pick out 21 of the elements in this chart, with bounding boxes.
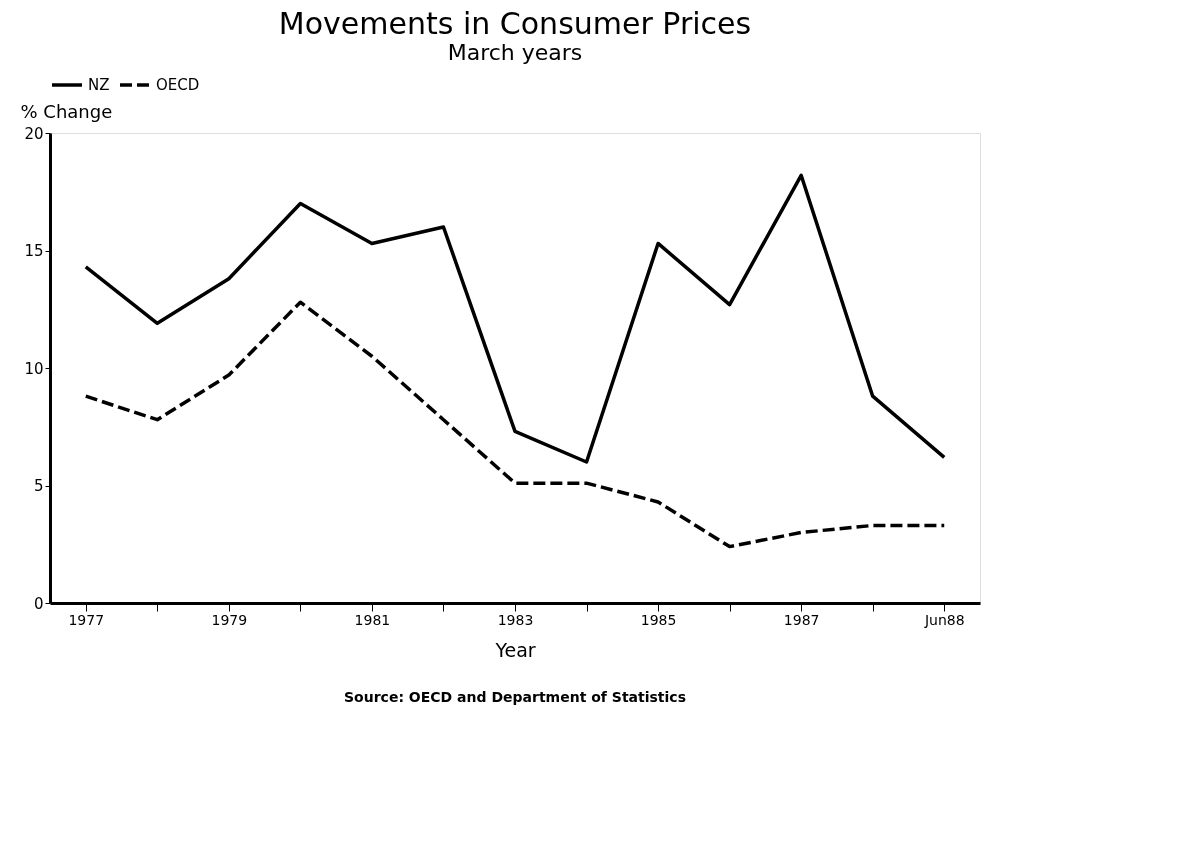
x-axis-title: Year [494, 638, 536, 661]
y-tick-label: 5 [33, 477, 44, 495]
chart-title: Movements in Consumer Prices [278, 6, 752, 41]
y-tick-label: 15 [24, 242, 44, 260]
x-tick-label: 1987 [783, 611, 820, 628]
x-tick-label: 1983 [497, 611, 534, 628]
y-axis-title: % Change [20, 100, 113, 122]
x-tick-label: 1977 [68, 611, 105, 628]
source-note: Source: OECD and Department of Statistics [344, 689, 686, 705]
x-tick-label: 1985 [640, 611, 677, 628]
legend-label: NZ [88, 76, 110, 94]
y-tick-label: 0 [33, 594, 44, 613]
x-tick-label: 1979 [211, 611, 248, 628]
y-tick-label: 10 [24, 359, 44, 378]
y-tick-label: 20 [24, 124, 44, 143]
x-tick-label: Jun88 [923, 611, 965, 628]
line-series [84, 173, 946, 464]
legend-label: OECD [156, 76, 200, 94]
chart-subtitle: March years [447, 40, 583, 65]
line-series [84, 300, 946, 549]
x-tick-label: 1981 [354, 611, 391, 628]
